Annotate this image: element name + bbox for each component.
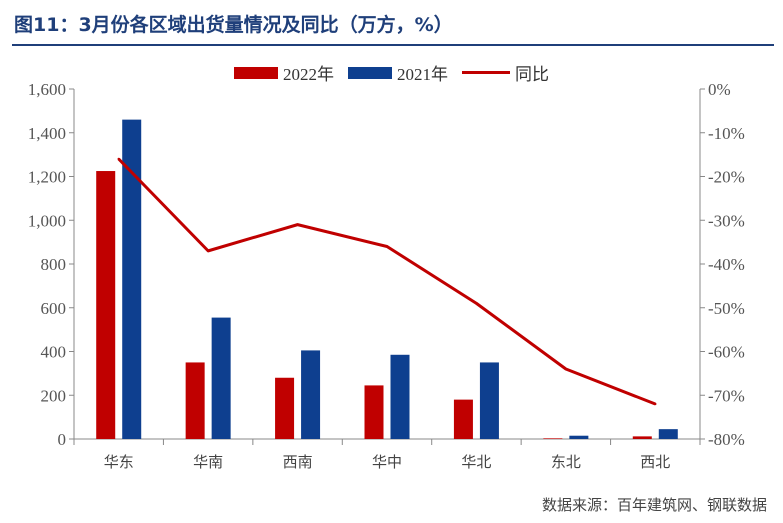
yoy-point-4 <box>475 302 478 305</box>
bar-2021-5 <box>569 435 589 439</box>
bar-2021-3 <box>390 354 410 439</box>
y-right-tick-label: -60% <box>708 343 745 362</box>
x-tick-label: 华南 <box>193 453 223 471</box>
y-left-tick-label: 800 <box>41 255 67 274</box>
x-tick-label: 华北 <box>461 453 491 471</box>
y-left-tick-label: 400 <box>41 343 67 362</box>
y-left-tick-label: 1,600 <box>28 80 66 99</box>
title-underline <box>12 44 774 46</box>
legend-swatch-2021 <box>348 66 392 79</box>
y-left-tick-label: 1,000 <box>28 211 66 230</box>
bar-2022-2 <box>275 377 295 439</box>
chart-legend: 2022年 2021年 同比 <box>0 60 783 85</box>
legend-swatch-2022 <box>234 66 278 79</box>
bar-2021-0 <box>122 119 142 439</box>
legend-item-2022: 2022年 <box>234 60 334 85</box>
y-right-tick-label: -40% <box>708 255 745 274</box>
y-left-tick-label: 1,400 <box>28 124 66 143</box>
yoy-point-5 <box>564 367 568 371</box>
y-right-tick-label: -20% <box>708 168 745 187</box>
y-right-tick-label: -30% <box>708 211 745 230</box>
yoy-point-3 <box>385 245 389 248</box>
bar-2022-3 <box>364 385 384 439</box>
legend-label-yoy: 同比 <box>515 65 549 84</box>
bar-2022-0 <box>96 171 116 439</box>
x-tick-label: 西南 <box>283 453 313 471</box>
bar-2021-4 <box>479 362 499 439</box>
x-tick-label: 华东 <box>104 453 134 471</box>
x-tick-label: 华中 <box>372 453 402 471</box>
bar-2022-4 <box>453 399 473 439</box>
y-left-tick-label: 0 <box>58 430 67 449</box>
y-left-tick-label: 200 <box>41 386 67 405</box>
data-source: 数据来源：百年建筑网、钢联数据 <box>541 496 767 514</box>
bar-2021-1 <box>211 317 231 439</box>
legend-label-2021: 2021年 <box>397 65 448 84</box>
bar-2022-5 <box>543 438 563 439</box>
legend-item-2021: 2021年 <box>348 60 448 85</box>
bar-2021-2 <box>301 350 321 439</box>
y-right-tick-label: -70% <box>708 386 745 405</box>
yoy-point-2 <box>296 223 299 226</box>
x-tick-label: 东北 <box>551 453 581 471</box>
yoy-point-6 <box>654 402 657 406</box>
bar-2021-6 <box>658 429 678 439</box>
yoy-point-1 <box>206 249 210 253</box>
legend-item-yoy: 同比 <box>462 60 549 85</box>
y-right-tick-label: -50% <box>708 299 745 318</box>
y-right-tick-label: -10% <box>708 124 745 143</box>
bar-2022-6 <box>632 436 652 439</box>
legend-swatch-yoy <box>462 71 510 74</box>
y-right-tick-label: -80% <box>708 430 745 449</box>
yoy-point-0 <box>117 157 120 161</box>
y-right-tick-label: 0% <box>708 80 731 99</box>
legend-label-2022: 2022年 <box>283 65 334 84</box>
x-tick-label: 西北 <box>640 453 670 471</box>
bar-2022-1 <box>185 362 205 439</box>
chart-title: 图11：3月份各区域出货量情况及同比（万方，%） <box>14 14 453 36</box>
y-left-tick-label: 600 <box>41 299 67 318</box>
y-left-tick-label: 1,200 <box>28 168 66 187</box>
